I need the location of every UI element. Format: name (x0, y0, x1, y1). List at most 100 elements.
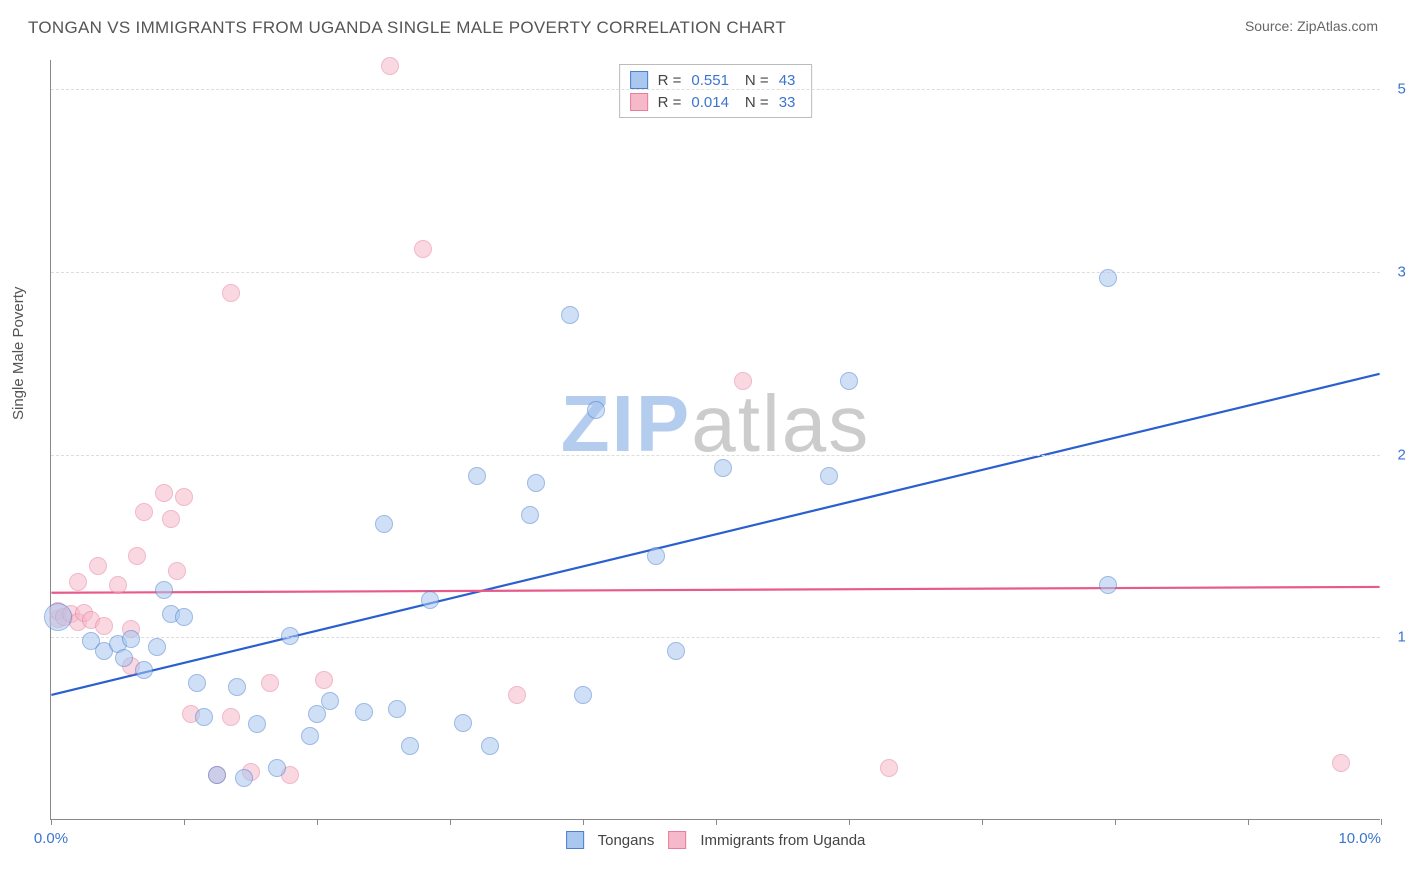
ytick-label: 12.5% (1397, 629, 1406, 646)
data-point (175, 608, 193, 626)
data-point (222, 708, 240, 726)
data-point (281, 627, 299, 645)
ytick-label: 25.0% (1397, 446, 1406, 463)
legend-swatch-tongans (566, 831, 584, 849)
data-point (880, 759, 898, 777)
n-value-tongans: 43 (779, 72, 796, 89)
data-point (308, 705, 326, 723)
data-point (155, 581, 173, 599)
data-point (235, 769, 253, 787)
data-point (155, 484, 173, 502)
data-point (561, 306, 579, 324)
data-point (115, 649, 133, 667)
data-point (508, 686, 526, 704)
xtick (583, 819, 584, 825)
data-point (301, 727, 319, 745)
xtick (716, 819, 717, 825)
n-label: N = (745, 94, 769, 111)
swatch-tongans (630, 71, 648, 89)
data-point (527, 474, 545, 492)
scatter-chart: ZIPatlas R = 0.551 N = 43 R = 0.014 N = … (50, 60, 1380, 820)
data-point (109, 576, 127, 594)
data-point (734, 372, 752, 390)
stats-row-uganda: R = 0.014 N = 33 (630, 91, 802, 113)
gridline (51, 637, 1380, 638)
trend-lines (51, 60, 1380, 819)
data-point (381, 57, 399, 75)
data-point (162, 510, 180, 528)
legend-label-uganda: Immigrants from Uganda (700, 832, 865, 849)
xtick (450, 819, 451, 825)
r-label: R = (658, 72, 682, 89)
data-point (175, 488, 193, 506)
trend-line (51, 587, 1379, 593)
r-value-uganda: 0.014 (691, 94, 729, 111)
xtick (184, 819, 185, 825)
data-point (1099, 576, 1117, 594)
data-point (840, 372, 858, 390)
source-attribution: Source: ZipAtlas.com (1245, 18, 1378, 34)
data-point (148, 638, 166, 656)
data-point (820, 467, 838, 485)
xtick (849, 819, 850, 825)
data-point (135, 503, 153, 521)
n-label: N = (745, 72, 769, 89)
data-point (388, 700, 406, 718)
source-name: ZipAtlas.com (1297, 18, 1378, 34)
data-point (574, 686, 592, 704)
ytick-label: 37.5% (1397, 263, 1406, 280)
data-point (89, 557, 107, 575)
xtick (1115, 819, 1116, 825)
data-point (208, 766, 226, 784)
data-point (1332, 754, 1350, 772)
ytick-label: 50.0% (1397, 81, 1406, 98)
xtick (1248, 819, 1249, 825)
data-point (44, 603, 72, 631)
data-point (667, 642, 685, 660)
xtick (982, 819, 983, 825)
data-point (1099, 269, 1117, 287)
data-point (454, 714, 472, 732)
data-point (521, 506, 539, 524)
data-point (481, 737, 499, 755)
gridline (51, 89, 1380, 90)
data-point (355, 703, 373, 721)
data-point (135, 661, 153, 679)
data-point (95, 617, 113, 635)
data-point (128, 547, 146, 565)
y-axis-label: Single Male Poverty (10, 287, 27, 420)
gridline (51, 272, 1380, 273)
stats-legend: R = 0.551 N = 43 R = 0.014 N = 33 (619, 64, 813, 118)
r-value-tongans: 0.551 (691, 72, 729, 89)
data-point (315, 671, 333, 689)
data-point (248, 715, 266, 733)
data-point (401, 737, 419, 755)
data-point (375, 515, 393, 533)
r-label: R = (658, 94, 682, 111)
chart-title: TONGAN VS IMMIGRANTS FROM UGANDA SINGLE … (28, 18, 786, 38)
data-point (195, 708, 213, 726)
data-point (587, 401, 605, 419)
xtick (51, 819, 52, 825)
data-point (168, 562, 186, 580)
watermark: ZIPatlas (561, 378, 870, 470)
data-point (222, 284, 240, 302)
data-point (188, 674, 206, 692)
data-point (468, 467, 486, 485)
data-point (647, 547, 665, 565)
data-point (228, 678, 246, 696)
data-point (421, 591, 439, 609)
legend-swatch-uganda (668, 831, 686, 849)
chart-header: TONGAN VS IMMIGRANTS FROM UGANDA SINGLE … (0, 0, 1406, 46)
stats-row-tongans: R = 0.551 N = 43 (630, 69, 802, 91)
data-point (321, 692, 339, 710)
data-point (261, 674, 279, 692)
data-point (414, 240, 432, 258)
data-point (122, 630, 140, 648)
xtick-label: 0.0% (34, 830, 68, 847)
trend-line (51, 374, 1379, 695)
xtick-label: 10.0% (1338, 830, 1381, 847)
n-value-uganda: 33 (779, 94, 796, 111)
series-legend: Tongans Immigrants from Uganda (566, 831, 866, 849)
data-point (268, 759, 286, 777)
